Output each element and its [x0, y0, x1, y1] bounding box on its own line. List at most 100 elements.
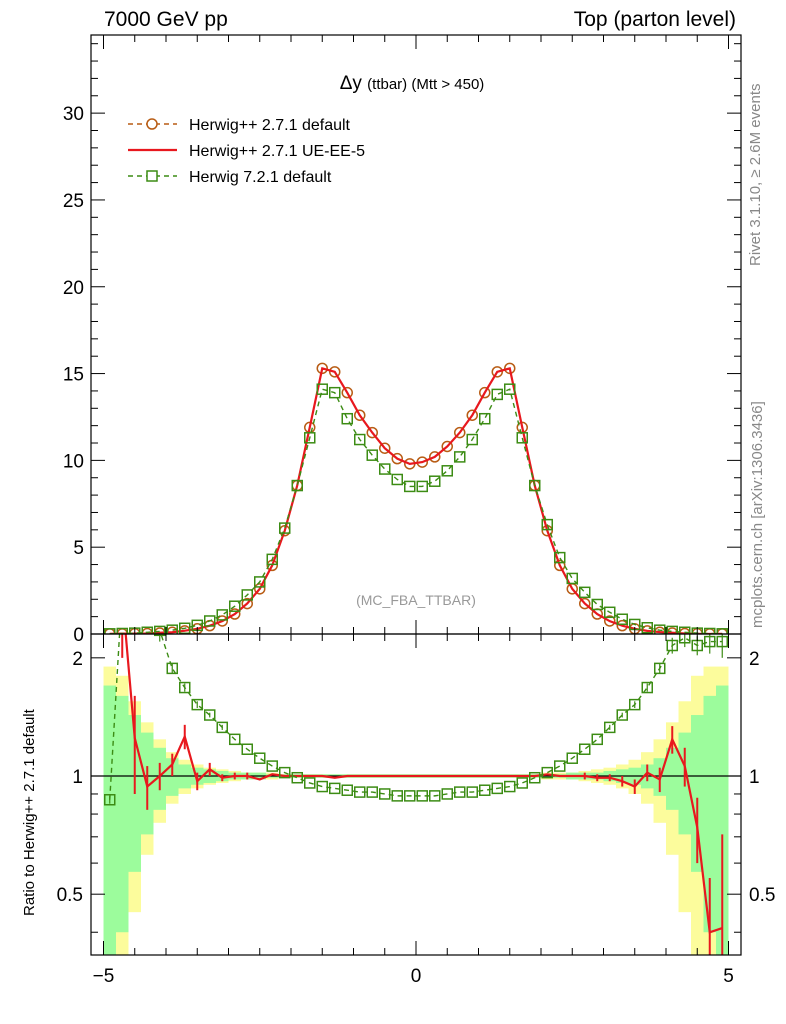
series-marker-circle: [391, 452, 403, 465]
ratio-marker-square: [329, 782, 341, 795]
ratio-marker-square: [479, 784, 491, 796]
mcplots-label: mcplots.cern.ch [arXiv:1306.3436]: [749, 401, 766, 628]
ratio-marker-square: [229, 733, 241, 746]
series-marker-circle: [616, 619, 628, 632]
ratio-marker-square: [554, 760, 566, 772]
series-marker-square: [591, 598, 603, 611]
ratio-marker-square: [266, 760, 278, 772]
series-marker-square: [479, 412, 491, 425]
ratio-marker-square: [666, 639, 678, 652]
series-marker-square: [554, 551, 566, 564]
ratio-marker-square: [104, 794, 116, 806]
ratio-marker-square: [629, 698, 641, 711]
series-marker-square: [254, 576, 266, 588]
main-y-tick-label: 30: [63, 104, 84, 125]
ratio-band-inner: [716, 685, 729, 955]
ratio-marker-square: [279, 766, 291, 779]
ratio-marker-square: [541, 766, 553, 779]
ratio-marker-square: [354, 786, 366, 798]
series-marker-square: [329, 386, 341, 399]
series-marker-circle: [429, 451, 441, 463]
x-tick-label: 0: [411, 966, 422, 987]
ratio-marker-square: [416, 790, 428, 802]
series-marker-square: [666, 625, 678, 634]
series-marker-circle: [341, 386, 353, 399]
ratio-marker-square: [366, 786, 378, 798]
ratio-marker-square: [166, 662, 178, 675]
ratio-marker-square: [341, 784, 353, 796]
series-marker-circle: [241, 597, 253, 610]
series-line-2: [109, 388, 723, 634]
ratio-marker-square: [142, 595, 152, 605]
ratio-y-axis-label: Ratio to Herwig++ 2.7.1 default: [21, 709, 38, 916]
series-marker-circle: [604, 615, 616, 627]
series-marker-square: [679, 626, 691, 634]
ratio-marker-square: [316, 780, 328, 793]
ratio-y-tick-label-left: 1: [72, 767, 83, 788]
series-marker-square: [279, 522, 291, 534]
series-marker-square: [491, 388, 503, 401]
header-right: Top (parton level): [573, 8, 736, 31]
legend-marker-circle: [146, 118, 158, 130]
main-y-tick-label: 0: [73, 625, 84, 646]
series-marker-circle: [466, 409, 478, 421]
ratio-marker-square: [516, 777, 528, 789]
ratio-band-inner: [703, 695, 716, 933]
series-marker-square: [454, 451, 466, 463]
series-marker-square: [266, 553, 278, 566]
series-marker-square: [391, 473, 403, 486]
ratio-marker-square: [529, 771, 541, 784]
series-marker-square: [441, 465, 453, 477]
series-marker-square: [504, 383, 516, 395]
main-y-tick-label: 10: [63, 451, 84, 472]
main-y-tick-label: 15: [63, 365, 84, 386]
header-left: 7000 GeV pp: [104, 8, 228, 31]
ratio-marker-square: [404, 790, 416, 802]
main-y-tick-label: 20: [63, 278, 84, 299]
series-marker-square: [141, 626, 153, 634]
legend-label: Herwig 7.2.1 default: [189, 169, 332, 186]
series-marker-square: [466, 433, 478, 446]
series-marker-square: [291, 479, 303, 492]
ratio-marker-square: [441, 788, 453, 800]
ratio-marker-square: [154, 634, 166, 637]
ratio-marker-square: [491, 782, 503, 795]
x-tick-label: −5: [93, 966, 115, 987]
ratio-band-inner: [103, 685, 116, 955]
series-marker-circle: [329, 366, 341, 378]
ratio-marker-square: [241, 743, 253, 755]
plot-title-sub: (ttbar) (Mtt > 450): [367, 76, 484, 93]
series-marker-square: [579, 586, 591, 599]
ratio-marker-square: [191, 698, 203, 711]
ratio-band-inner: [116, 695, 129, 933]
series-marker-square: [354, 433, 366, 446]
series-marker-square: [154, 625, 166, 634]
rivet-label: Rivet 3.1.10, ≥ 2.6M events: [747, 83, 764, 267]
series-marker-square: [516, 432, 528, 444]
ratio-marker-square: [304, 777, 316, 789]
ratio-marker-square: [466, 786, 478, 798]
ratio-marker-square: [454, 786, 466, 798]
ratio-y-tick-label-right: 2: [749, 649, 760, 670]
ratio-y-tick-label-left: 2: [72, 649, 83, 670]
ratio-panel-plot: [91, 584, 741, 955]
series-marker-circle: [254, 583, 266, 595]
ratio-y-tick-label-right: 0.5: [749, 885, 775, 906]
series-marker-circle: [216, 615, 228, 627]
series-marker-square: [604, 606, 616, 619]
series-marker-circle: [366, 426, 378, 439]
ratio-marker-square: [604, 721, 616, 734]
series-marker-circle: [229, 608, 241, 620]
series-marker-square: [216, 609, 228, 621]
ratio-marker-square: [654, 662, 666, 675]
plot-title: Δy (ttbar) (Mtt > 450): [340, 73, 485, 94]
ratio-marker-square: [130, 584, 140, 594]
ratio-marker-square: [704, 635, 716, 648]
ratio-marker-square: [641, 681, 653, 694]
ratio-band-inner: [691, 715, 704, 872]
ratio-marker-square: [566, 752, 578, 764]
series-marker-square: [229, 600, 241, 612]
ratio-y-tick-label-left: 0.5: [57, 885, 83, 906]
ratio-band-inner: [666, 747, 679, 810]
